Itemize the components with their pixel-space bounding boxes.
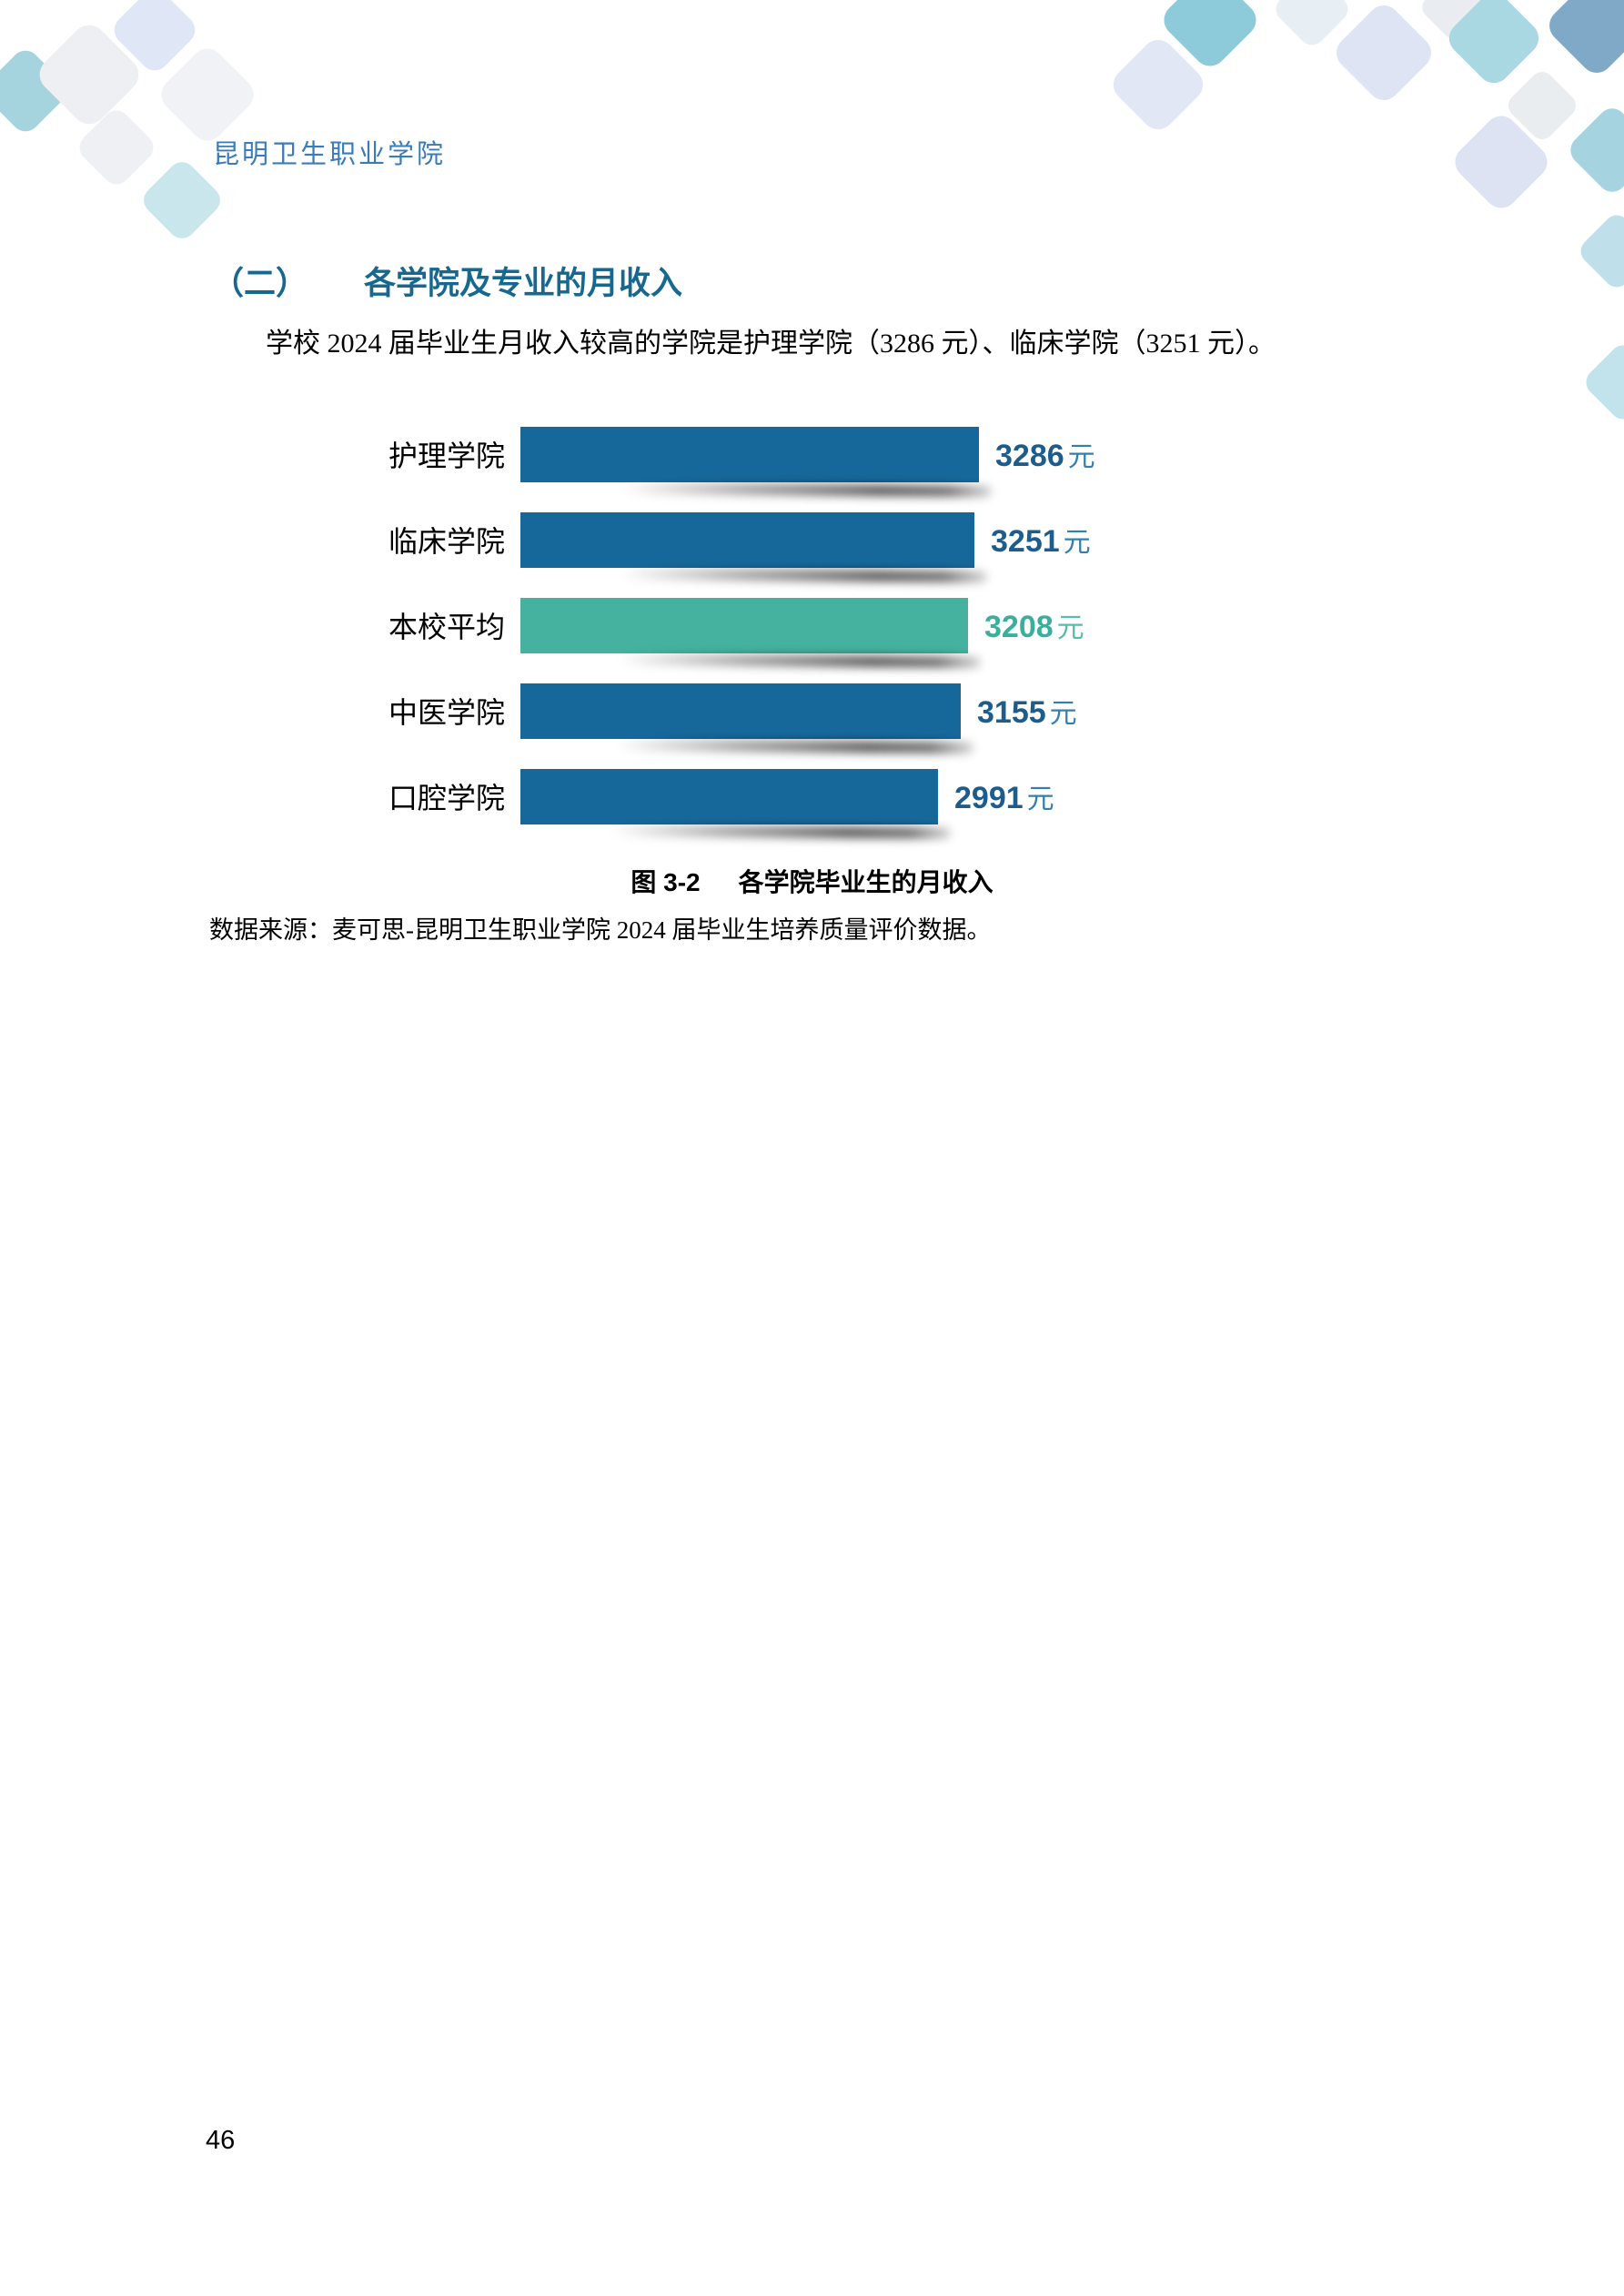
bar-value-unit: 元 [1026,784,1054,814]
section-heading-title: 各学院及专业的月收入 [364,266,683,301]
bar-category-label: 中医学院 [388,696,505,729]
bar-value-unit: 元 [1056,613,1084,643]
decor-tile [1575,209,1624,293]
source-note: 数据来源：麦可思-昆明卫生职业学院 2024 届毕业生培养质量评价数据。 [209,916,992,944]
section-heading: （二） 各学院及专业的月收入 [212,258,682,304]
bar [520,683,961,739]
bar-category-label: 临床学院 [388,525,505,558]
decor-tile [1580,339,1624,425]
bar-value-label: 3251 元 [991,520,1091,560]
bar [520,511,974,568]
bar-value-unit: 元 [1063,528,1091,558]
chart-row: 护理学院 3286 元 [300,411,1095,497]
chart-row: 口腔学院 2991 元 [300,754,1095,839]
bar [520,597,968,653]
figure-caption: 图 3-2 各学院毕业生的月收入 [0,863,1624,899]
decor-tile [1564,102,1624,198]
bar-value-number: 3251 [991,524,1060,559]
decor-tile [1329,0,1438,107]
bar-value-number: 3155 [977,695,1046,730]
bar-value-unit: 元 [1067,442,1095,472]
bar-value-unit: 元 [1049,699,1077,729]
figure-label: 图 3-2 [630,868,701,896]
bar-value-number: 3208 [984,610,1054,644]
bar-category-label: 口腔学院 [388,782,505,814]
bar-value-number: 2991 [954,781,1024,815]
chart-row: 中医学院 3155 元 [300,668,1095,754]
bar-value-label: 3208 元 [984,605,1084,645]
chart-row: 临床学院 3251 元 [300,497,1095,582]
bar-value-label: 3286 元 [995,434,1095,474]
bar-category-label: 护理学院 [388,440,505,472]
decor-tile [1542,0,1624,80]
section-heading-index: （二） [212,266,308,301]
bar [520,426,979,482]
bar-value-label: 3155 元 [977,691,1077,731]
bar-category-label: 本校平均 [388,611,505,643]
bar-chart: 护理学院 3286 元临床学院 3251 元本校平均 3208 元中医学院 3155 元口腔学院… [300,411,1095,839]
bar-value-number: 3286 [995,439,1064,473]
bar [520,768,938,824]
figure-title: 各学院毕业生的月收入 [738,869,994,897]
bar-value-label: 2991 元 [954,776,1054,816]
body-paragraph: 学校 2024 届毕业生月收入较高的学院是护理学院（3286 元）、临床学院（3… [266,329,1276,359]
chart-row: 本校平均 3208 元 [300,582,1095,668]
document-header: 昆明卫生职业学院 [213,140,447,169]
page-number: 46 [206,2126,236,2155]
